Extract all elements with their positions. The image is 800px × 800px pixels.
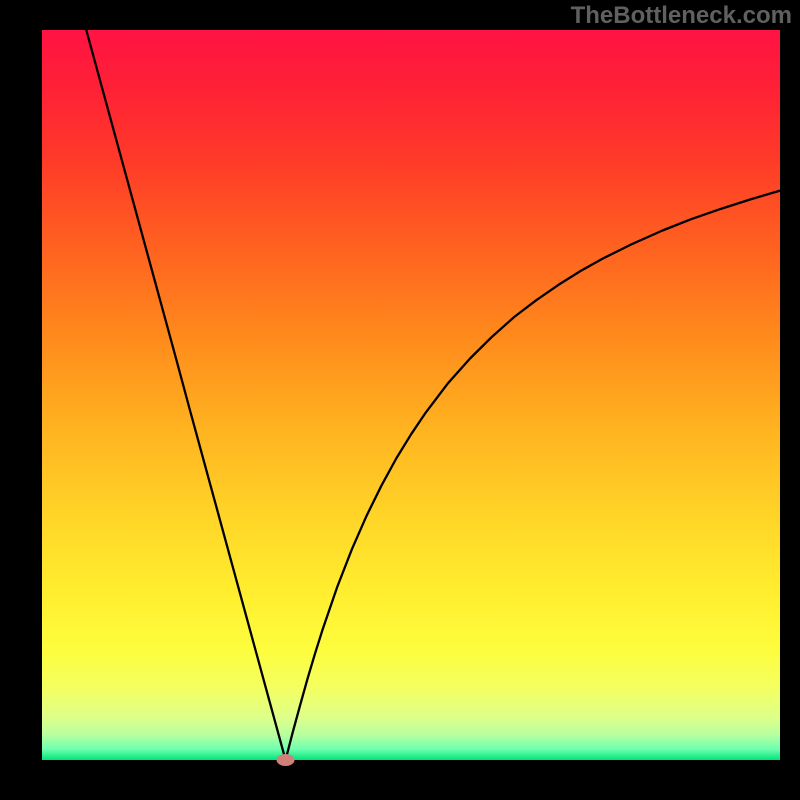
bottleneck-chart <box>0 0 800 800</box>
watermark-text: TheBottleneck.com <box>571 2 792 30</box>
optimum-marker <box>277 754 295 766</box>
chart-container: TheBottleneck.com <box>0 0 800 800</box>
plot-background <box>42 30 780 760</box>
